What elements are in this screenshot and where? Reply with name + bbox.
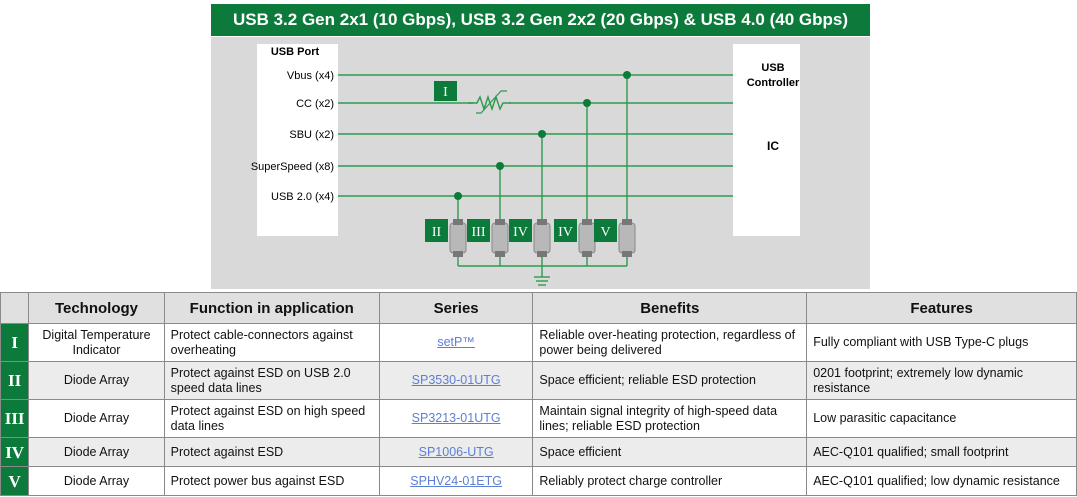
junction-dot	[583, 99, 591, 107]
diagram-title: USB 3.2 Gen 2x1 (10 Gbps), USB 3.2 Gen 2…	[211, 4, 870, 36]
column-header: Function in application	[163, 292, 380, 324]
diode-label-box	[509, 219, 532, 242]
benefits-cell: Space efficient	[532, 437, 808, 467]
benefits-cell: Reliable over-heating protection, regard…	[532, 323, 808, 362]
line-label-sbu: SBU (x2)	[289, 129, 334, 141]
diode-label: II	[432, 225, 442, 240]
junction-dot	[496, 162, 504, 170]
table-row: III Diode Array Protect against ESD on hig…	[0, 399, 1077, 438]
function-cell: Protect against ESD on high speed data l…	[163, 399, 380, 438]
controller-title-1: USB	[761, 62, 784, 74]
junction-dot	[623, 71, 631, 79]
function-cell: Protect power bus against ESD	[163, 466, 380, 496]
junction-dot	[454, 192, 462, 200]
benefits-cell: Reliably protect charge controller	[532, 466, 808, 496]
features-cell: 0201 footprint; extremely low dynamic re…	[806, 361, 1077, 400]
diode-label: III	[472, 225, 486, 240]
diode-array-icon	[533, 222, 551, 254]
diode-array-icon	[449, 222, 467, 254]
benefits-cell: Space efficient; reliable ESD protection	[532, 361, 808, 400]
column-header: Technology	[28, 292, 165, 324]
line-label-usb2: USB 2.0 (x4)	[271, 191, 334, 203]
table-row: I Digital Temperature Indicator Protect ca…	[0, 323, 1077, 362]
controller-title-2: Controller	[747, 77, 800, 89]
column-header: Series	[378, 292, 534, 324]
series-cell: setP™	[378, 323, 534, 362]
diode-label: IV	[558, 225, 573, 240]
function-cell: Protect against ESD	[163, 437, 380, 467]
table-row: V Diode Array Protect power bus against ES…	[0, 466, 1077, 496]
diode-label-box	[554, 219, 577, 242]
features-cell: Fully compliant with USB Type-C plugs	[806, 323, 1077, 362]
usb-controller-box	[733, 44, 800, 236]
features-cell: AEC-Q101 qualified; small footprint	[806, 437, 1077, 467]
line-label-superspeed: SuperSpeed (x8)	[251, 161, 334, 173]
usb-port-title: USB Port	[271, 46, 320, 58]
line-label-cc: CC (x2)	[296, 98, 334, 110]
series-link[interactable]: setP™	[437, 335, 475, 349]
usb-port-box	[257, 44, 338, 236]
table-header-row: Technology Function in application Series B…	[0, 292, 1077, 324]
diode-label: V	[600, 225, 610, 240]
diode-label-box	[467, 219, 490, 242]
series-link[interactable]: SP3530-01UTG	[411, 373, 501, 387]
diode-label-box	[425, 219, 448, 242]
technology-cell: Diode Array	[28, 466, 165, 496]
diode-label: IV	[513, 225, 528, 240]
benefits-cell: Maintain signal integrity of high-speed …	[532, 399, 808, 438]
diode-arrays: II III IV IV V	[425, 219, 636, 257]
row-id: V	[0, 466, 30, 496]
thermistor-label: I	[443, 85, 448, 100]
ground-icon	[534, 266, 550, 286]
diode-array-icon	[578, 222, 596, 254]
function-cell: Protect against ESD on USB 2.0 speed dat…	[163, 361, 380, 400]
usb-protection-diagram: USB Port USB Controller IC Vbus (x4) CC (…	[211, 37, 870, 289]
series-cell: SP3213-01UTG	[378, 399, 534, 438]
row-id: II	[0, 361, 30, 400]
diode-array-icon	[618, 222, 636, 254]
row-id: III	[0, 399, 30, 438]
row-id: IV	[0, 437, 30, 467]
column-header: Benefits	[532, 292, 808, 324]
technology-cell: Diode Array	[28, 437, 165, 467]
diode-array-icon	[491, 222, 509, 254]
technology-cell: Diode Array	[28, 361, 165, 400]
table-row: IV Diode Array Protect against ESD SP1006-U…	[0, 437, 1077, 467]
features-cell: AEC-Q101 qualified; low dynamic resistan…	[806, 466, 1077, 496]
series-cell: SP3530-01UTG	[378, 361, 534, 400]
column-header: Features	[806, 292, 1077, 324]
technology-cell: Digital Temperature Indicator	[28, 323, 165, 362]
features-cell: Low parasitic capacitance	[806, 399, 1077, 438]
series-link[interactable]: SP3213-01UTG	[411, 411, 501, 425]
function-cell: Protect cable-connectors against overhea…	[163, 323, 380, 362]
series-link[interactable]: SPHV24-01ETG	[410, 473, 502, 488]
series-link[interactable]: SP1006-UTG	[418, 444, 494, 459]
table-row: II Diode Array Protect against ESD on USB …	[0, 361, 1077, 400]
line-label-vbus: Vbus (x4)	[287, 70, 334, 82]
protection-table: Technology Function in application Series B…	[0, 292, 1077, 496]
thermistor-label-box	[434, 81, 457, 101]
row-id: I	[0, 323, 30, 362]
series-cell: SP1006-UTG	[378, 437, 534, 467]
thermistor-icon	[468, 90, 511, 114]
series-cell: SPHV24-01ETG	[378, 466, 534, 496]
technology-cell: Diode Array	[28, 399, 165, 438]
diode-label-box	[594, 219, 617, 242]
column-header	[0, 292, 30, 324]
controller-ic-label: IC	[767, 139, 779, 153]
junction-dot	[538, 130, 546, 138]
